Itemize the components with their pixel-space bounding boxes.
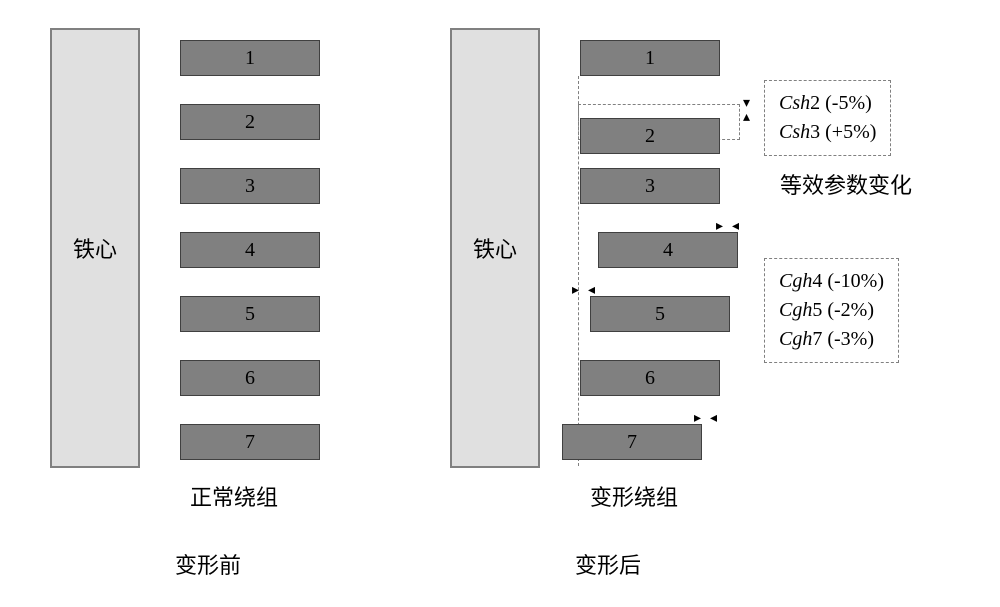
annot1-line-0: Csh2 (-5%) — [779, 89, 876, 118]
annot1-line-1: Csh3 (+5%) — [779, 118, 876, 147]
annot2-pct-2: (-3%) — [827, 328, 874, 350]
right-winding-1: 1 — [580, 40, 720, 76]
annot2-line-2: Cgh7 (-3%) — [779, 325, 884, 354]
annot2-pct-0: (-10%) — [827, 270, 884, 292]
annot2-idx-2: 7 — [812, 328, 822, 350]
annot1-idx-1: 3 — [810, 121, 820, 143]
core-right-label: 铁心 — [473, 232, 517, 264]
arrow-up-icon: ▴ — [743, 111, 750, 125]
core-left-label: 铁心 — [73, 232, 117, 264]
caption-right-state: 变形后 — [575, 548, 641, 580]
annot2-line-0: Cgh4 (-10%) — [779, 267, 884, 296]
shift-arrows-7: ▸ ◂ — [696, 412, 726, 426]
annotation-box-2: Cgh4 (-10%) Cgh5 (-2%) Cgh7 (-3%) — [764, 258, 899, 363]
annot1-sym-1: Csh — [779, 121, 810, 143]
left-winding-6: 6 — [180, 360, 320, 396]
annot1-idx-0: 2 — [810, 92, 820, 114]
annot2-pct-1: (-2%) — [827, 299, 874, 321]
shift-arrows-4: ▸ ◂ — [718, 220, 748, 234]
core-left: 铁心 — [50, 28, 140, 468]
arrow-out-icon: ◂ — [732, 220, 739, 234]
caption-left-state: 变形前 — [175, 548, 241, 580]
left-winding-3: 3 — [180, 168, 320, 204]
left-winding-5: 5 — [180, 296, 320, 332]
annotation-box-1: Csh2 (-5%) Csh3 (+5%) — [764, 80, 891, 156]
annot2-sym-2: Cgh — [779, 328, 812, 350]
right-winding-3: 3 — [580, 168, 720, 204]
annot1-sym-0: Csh — [779, 92, 810, 114]
side-label: 等效参数变化 — [780, 168, 912, 200]
right-winding-7: 7 — [562, 424, 702, 460]
arrow-in-icon: ▸ — [716, 220, 723, 234]
annot2-line-1: Cgh5 (-2%) — [779, 296, 884, 325]
left-winding-4: 4 — [180, 232, 320, 268]
annot2-sym-1: Cgh — [779, 299, 812, 321]
shift-arrows-2v: ▾ ▴ — [743, 100, 757, 128]
right-winding-2: 2 — [580, 118, 720, 154]
right-winding-5: 5 — [590, 296, 730, 332]
left-winding-1: 1 — [180, 40, 320, 76]
core-right: 铁心 — [450, 28, 540, 468]
left-winding-2: 2 — [180, 104, 320, 140]
caption-right-winding: 变形绕组 — [590, 480, 678, 512]
annot1-pct-1: (+5%) — [825, 121, 876, 143]
right-winding-6: 6 — [580, 360, 720, 396]
right-windings: 1 2 3 4 5 6 7 — [560, 28, 750, 468]
left-winding-7: 7 — [180, 424, 320, 460]
arrow-out-icon: ◂ — [588, 284, 595, 298]
arrow-in-icon: ▸ — [572, 284, 579, 298]
right-winding-4: 4 — [598, 232, 738, 268]
shift-arrows-5: ▸ ◂ — [574, 284, 604, 298]
left-windings: 1 2 3 4 5 6 7 — [160, 28, 350, 468]
arrow-in-icon: ▸ — [694, 412, 701, 426]
annot2-idx-1: 5 — [812, 299, 822, 321]
annot2-idx-0: 4 — [812, 270, 822, 292]
arrow-down-icon: ▾ — [743, 97, 750, 111]
caption-left-winding: 正常绕组 — [190, 480, 278, 512]
arrow-out-icon: ◂ — [710, 412, 717, 426]
annot1-pct-0: (-5%) — [825, 92, 872, 114]
annot2-sym-0: Cgh — [779, 270, 812, 292]
